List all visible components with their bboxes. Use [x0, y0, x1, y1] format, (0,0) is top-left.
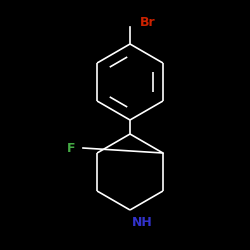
Text: F: F — [66, 142, 75, 154]
Text: NH: NH — [132, 216, 152, 228]
Text: Br: Br — [140, 16, 156, 28]
